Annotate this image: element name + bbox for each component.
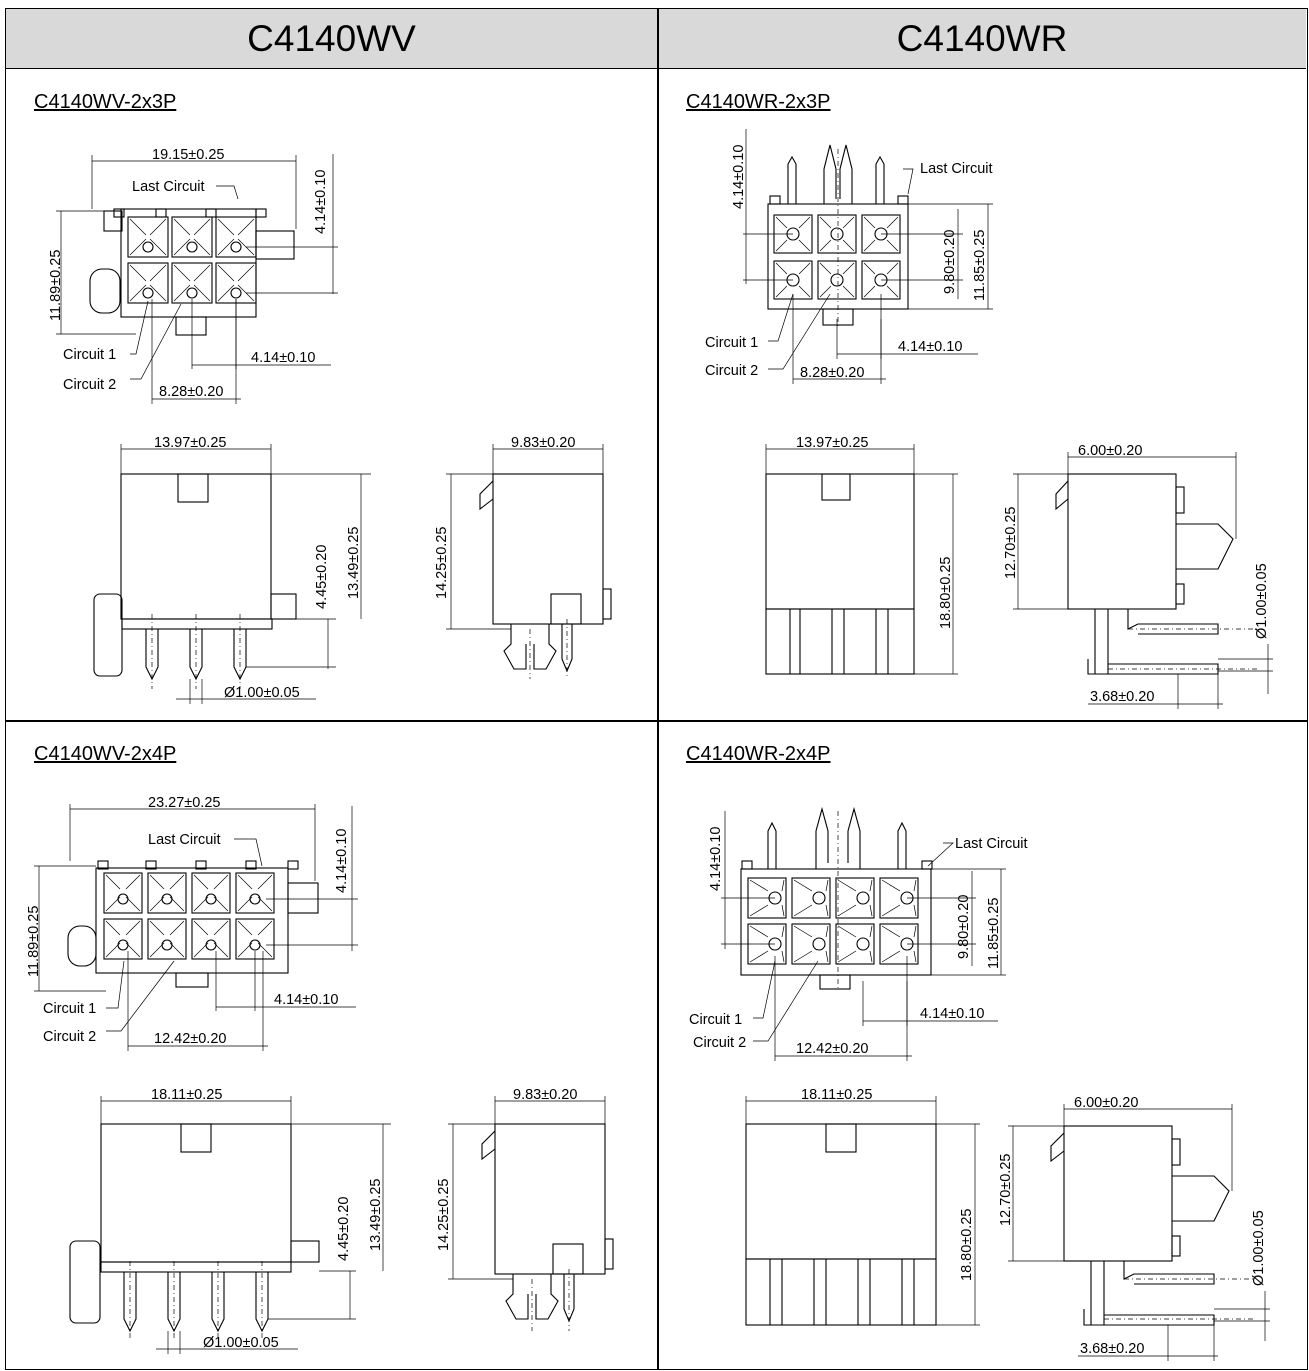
dim-body-width: 13.97±0.25 — [796, 435, 868, 451]
circuit-2-label: Circuit 2 — [705, 363, 758, 379]
dim-span: 12.42±0.20 — [154, 1031, 226, 1047]
dim-pin-stub: 4.45±0.20 — [336, 1197, 352, 1261]
dim-width: 23.27±0.25 — [148, 795, 220, 811]
bottom-view — [93, 473, 297, 689]
dim-pin-offset: 3.68±0.20 — [1090, 689, 1154, 705]
part-title: C4140WR-2x4P — [686, 743, 831, 765]
front-view — [67, 860, 319, 988]
row-divider — [6, 720, 1307, 722]
dim-pin-diameter: Ø1.00±0.05 — [1254, 563, 1270, 639]
dim-outer-height: 11.85±0.25 — [972, 230, 988, 301]
dimension-lines — [56, 154, 338, 404]
dim-pin-offset: 3.68±0.20 — [1080, 1341, 1144, 1357]
dim-body-height: 13.49±0.25 — [368, 1179, 384, 1251]
front-view — [89, 208, 295, 336]
dim-inner-height: 9.80±0.20 — [956, 895, 972, 959]
dim-pin-diameter: Ø1.00±0.05 — [1251, 1210, 1267, 1286]
dim-body-width: 13.97±0.25 — [154, 435, 226, 451]
last-circuit-label: Last Circuit — [920, 161, 993, 177]
bottom-view — [69, 1123, 320, 1341]
dim-span: 12.42±0.20 — [796, 1041, 868, 1057]
dim-body-width: 18.11±0.25 — [801, 1087, 872, 1103]
dim-side-width: 9.83±0.20 — [511, 435, 575, 451]
wv-2x4p-drawing: 23.27±0.25 Last Circuit 4.14±0.10 11.89±… — [26, 795, 614, 1354]
circuit-1-label: Circuit 1 — [43, 1001, 96, 1017]
part-title: C4140WV-2x4P — [34, 743, 177, 765]
dim-inner-height: 9.80±0.20 — [942, 230, 958, 294]
dim-span: 8.28±0.20 — [800, 365, 864, 381]
dim-body-height: 18.80±0.25 — [959, 1209, 975, 1281]
header-c4140wr: C4140WR — [658, 9, 1306, 69]
dim-pitch-v: 4.14±0.10 — [731, 145, 747, 209]
dim-side-width: 9.83±0.20 — [513, 1087, 577, 1103]
wr-2x4p-drawing: 4.14±0.10 Last Circuit 9.80±0.20 11.85±0… — [689, 806, 1270, 1361]
side-view — [481, 1123, 614, 1331]
wv-2x3p-drawing: 19.15±0.25 Last Circuit 4.14±0.10 11.89±… — [48, 147, 612, 704]
circuit-1-label: Circuit 1 — [63, 347, 116, 363]
dim-outer-height: 11.85±0.25 — [986, 898, 1002, 969]
part-title: C4140WR-2x3P — [686, 91, 831, 113]
circuit-2-label: Circuit 2 — [693, 1035, 746, 1051]
dim-side-width: 6.00±0.20 — [1074, 1095, 1138, 1111]
dim-pitch-v: 4.14±0.10 — [334, 829, 350, 893]
dim-pin-stub: 4.45±0.20 — [314, 545, 330, 609]
dim-pitch-h: 4.14±0.10 — [274, 992, 338, 1008]
bottom-view — [765, 473, 915, 675]
last-circuit-label: Last Circuit — [132, 179, 205, 195]
dim-side-width: 6.00±0.20 — [1078, 443, 1142, 459]
side-view — [479, 473, 612, 679]
dim-body-width: 18.11±0.25 — [151, 1087, 222, 1103]
header-c4140wv: C4140WV — [6, 9, 657, 69]
circuit-2-label: Circuit 2 — [63, 377, 116, 393]
dim-height: 11.89±0.25 — [26, 906, 42, 977]
dim-pitch-h: 4.14±0.10 — [251, 350, 315, 366]
part-title: C4140WV-2x3P — [34, 91, 177, 113]
column-divider — [657, 9, 659, 1369]
side-view — [1050, 1125, 1256, 1326]
circuit-1-label: Circuit 1 — [689, 1012, 742, 1028]
dim-side-height: 14.25±0.25 — [434, 527, 450, 599]
drawing-table: C4140WV C4140WR C4140WV-2x3P — [5, 8, 1308, 1370]
dim-pitch-h: 4.14±0.10 — [898, 339, 962, 355]
dim-span: 8.28±0.20 — [159, 384, 223, 400]
dim-side-height: 14.25±0.25 — [436, 1179, 452, 1251]
front-view — [767, 144, 909, 329]
cell-wr-2x4p: C4140WR-2x4P — [658, 721, 1306, 1371]
last-circuit-label: Last Circuit — [955, 836, 1028, 852]
dim-pitch-h: 4.14±0.10 — [920, 1006, 984, 1022]
front-view — [740, 806, 933, 991]
circuit-1-label: Circuit 1 — [705, 335, 758, 351]
dim-body-height: 13.49±0.25 — [346, 527, 362, 599]
dim-pin-diameter: Ø1.00±0.05 — [224, 685, 300, 701]
circuit-2-label: Circuit 2 — [43, 1029, 96, 1045]
last-circuit-label: Last Circuit — [148, 832, 221, 848]
dim-height: 11.89±0.25 — [48, 250, 64, 321]
dim-side-height: 12.70±0.25 — [998, 1154, 1014, 1226]
dim-body-height: 18.80±0.25 — [938, 557, 954, 629]
dim-pin-diameter: Ø1.00±0.05 — [203, 1335, 279, 1351]
bottom-view — [745, 1123, 937, 1326]
cell-wv-2x4p: C4140WV-2x4P — [6, 721, 657, 1371]
dim-pitch-v: 4.14±0.10 — [313, 170, 329, 234]
side-view — [1055, 473, 1258, 675]
dim-side-height: 12.70±0.25 — [1003, 507, 1019, 579]
dim-pitch-v: 4.14±0.10 — [708, 827, 724, 891]
cell-wr-2x3p: C4140WR-2x3P — [658, 69, 1306, 720]
dim-width: 19.15±0.25 — [152, 147, 224, 163]
wr-2x3p-drawing: 4.14±0.10 Last Circuit 9.80±0.20 11.85±0… — [705, 129, 1273, 709]
cell-wv-2x3p: C4140WV-2x3P — [6, 69, 657, 720]
